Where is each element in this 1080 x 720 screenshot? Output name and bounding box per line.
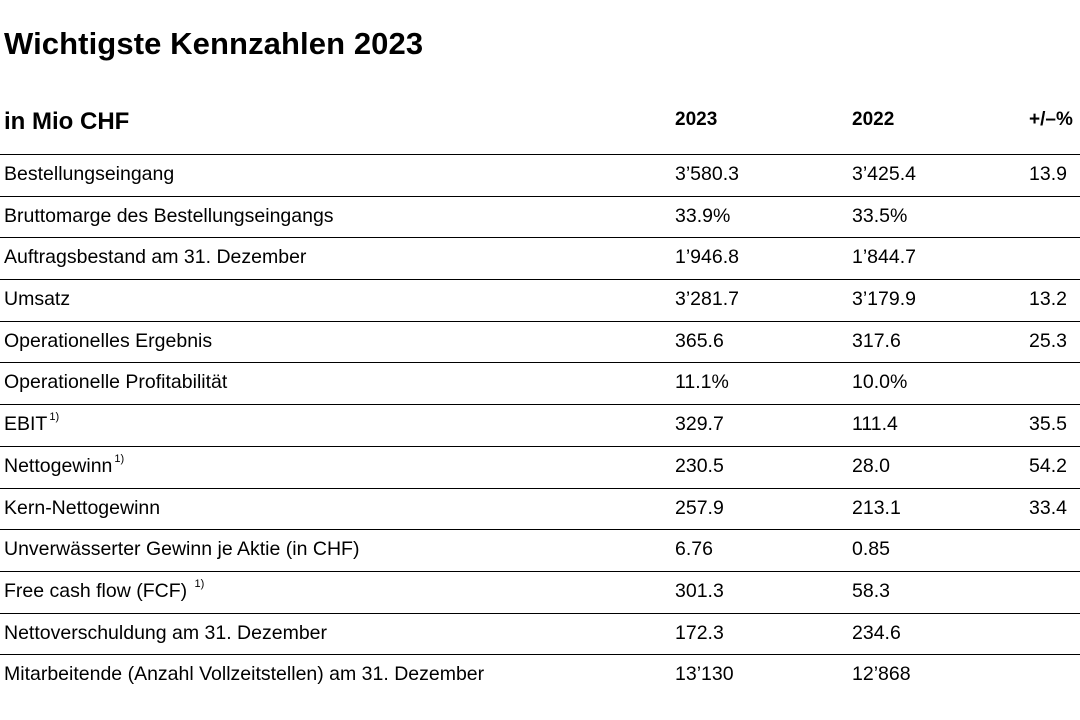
footnote-marker: 1) (49, 411, 60, 424)
table-row: Bestellungseingang 3’580.3 3’425.4 13.9 (0, 154, 1080, 196)
table-row: EBIT 1) 329.7 111.4 35.5 (0, 404, 1080, 446)
value-2022: 28.0 (852, 454, 890, 477)
value-2023: 11.1% (675, 371, 729, 394)
table-row: Kern-Nettogewinn 257.9 213.1 33.4 (0, 487, 1080, 530)
row-label: Nettoverschuldung am 31. Dezember (4, 621, 327, 644)
column-header-2022: 2022 (852, 109, 895, 130)
value-2022: 111.4 (852, 413, 898, 436)
table-row: Mitarbeitende (Anzahl Vollzeitstellen) a… (0, 654, 1080, 696)
table-row: Umsatz 3’281.7 3’179.9 13.2 (0, 279, 1080, 321)
column-header-change: +/–% (1029, 109, 1073, 130)
value-2023: 1’946.8 (675, 246, 739, 269)
value-2023: 257.9 (675, 496, 724, 519)
row-label: Auftragsbestand am 31. Dezember (4, 246, 307, 269)
value-change: 54.2 (1029, 454, 1067, 477)
value-2023: 6.76 (675, 538, 713, 561)
row-label: Operationelle Profitabilität (4, 371, 228, 394)
value-change: 33.4 (1029, 496, 1067, 519)
table-row: Auftragsbestand am 31. Dezember 1’946.8 … (0, 237, 1080, 279)
table-row: Operationelles Ergebnis 365.6 317.6 25.3 (0, 320, 1080, 363)
value-change: 35.5 (1029, 413, 1067, 436)
table-row: Nettogewinn 1) 230.5 28.0 54.2 (0, 445, 1080, 488)
footnote-marker: 1) (194, 577, 205, 590)
value-2022: 10.0% (852, 371, 908, 394)
value-2022: 33.5% (852, 204, 908, 227)
row-label: Umsatz (4, 288, 71, 311)
footnote-marker: 1) (114, 452, 125, 465)
page-title: Wichtigste Kennzahlen 2023 (4, 26, 424, 61)
table-row: Operationelle Profitabilität 11.1% 10.0% (0, 362, 1080, 404)
value-2023: 3’580.3 (675, 163, 739, 185)
value-2022: 3’179.9 (852, 288, 916, 311)
table-row: Unverwässerter Gewinn je Aktie (in CHF) … (0, 529, 1080, 571)
value-2022: 1’844.7 (852, 246, 916, 269)
row-label: Bestellungseingang (4, 163, 175, 185)
value-2023: 13’130 (675, 663, 734, 686)
value-2022: 213.1 (852, 496, 901, 519)
row-label: Nettogewinn 1) (4, 452, 125, 477)
value-change: 13.2 (1029, 288, 1067, 311)
value-2023: 329.7 (675, 413, 724, 436)
value-2023: 365.6 (675, 329, 724, 352)
value-2022: 3’425.4 (852, 163, 916, 185)
row-label: Kern-Nettogewinn (4, 496, 161, 519)
unit-label: in Mio CHF (4, 108, 130, 135)
row-label: Mitarbeitende (Anzahl Vollzeitstellen) a… (4, 663, 485, 686)
value-2022: 12’868 (852, 663, 911, 686)
key-figures-table: Bestellungseingang 3’580.3 3’425.4 13.9 … (0, 154, 1080, 696)
row-label: Bruttomarge des Bestellungseingangs (4, 204, 334, 227)
value-change: 13.9 (1029, 163, 1067, 185)
table-row: Nettoverschuldung am 31. Dezember 172.3 … (0, 612, 1080, 655)
value-2022: 58.3 (852, 579, 890, 602)
value-change: 25.3 (1029, 329, 1067, 352)
value-2023: 3’281.7 (675, 288, 739, 311)
column-header-2023: 2023 (675, 109, 718, 130)
table-row: Bruttomarge des Bestellungseingangs 33.9… (0, 195, 1080, 238)
value-2023: 230.5 (675, 454, 724, 477)
row-label: Unverwässerter Gewinn je Aktie (in CHF) (4, 538, 360, 561)
value-2023: 301.3 (675, 579, 724, 602)
row-label: Free cash flow (FCF) 1) (4, 577, 205, 602)
value-2022: 317.6 (852, 329, 901, 352)
table-row: Free cash flow (FCF) 1) 301.3 58.3 (0, 570, 1080, 613)
value-2022: 0.85 (852, 538, 890, 561)
value-2023: 172.3 (675, 621, 724, 644)
value-2023: 33.9% (675, 204, 731, 227)
row-label: Operationelles Ergebnis (4, 329, 213, 352)
row-label: EBIT 1) (4, 411, 60, 436)
value-2022: 234.6 (852, 621, 901, 644)
